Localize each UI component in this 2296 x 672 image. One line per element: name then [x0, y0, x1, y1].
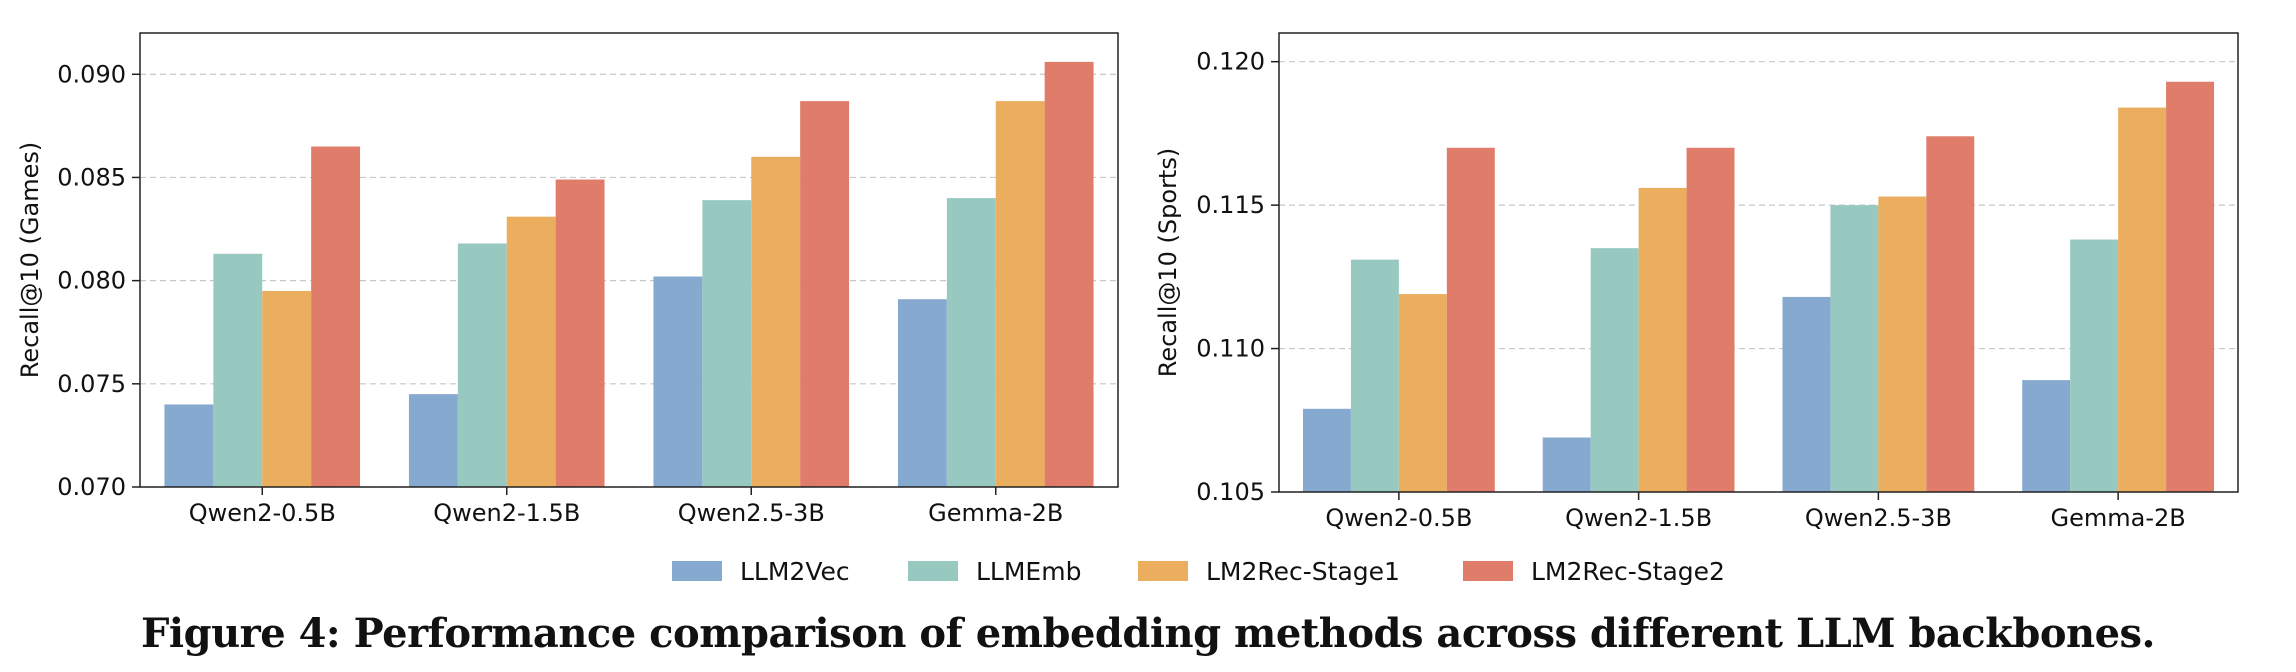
chart-games: 0.070 0.075 0.080 0.085 0.090 Qwen2-0.5B Qwen2… — [16, 32, 1119, 527]
x-tick-label: Gemma-2B — [2051, 504, 2186, 532]
legend-swatch-lm2rec-stage1 — [1138, 561, 1188, 581]
bar-llm2vec-qwen2-0.5b — [164, 404, 214, 487]
bar-llmemb-gemma-2b — [946, 198, 996, 487]
bar-lm2rec-stage2-qwen2.5-3b — [1926, 136, 1975, 492]
legend-swatch-lm2rec-stage2 — [1463, 561, 1513, 581]
chart-sports: 0.105 0.110 0.115 0.120 Qwen2-0.5B Qwen2-1.5B… — [1154, 32, 2239, 532]
x-tick-label: Qwen2.5-3B — [1805, 504, 1952, 532]
y-tick-label: 0.090 — [57, 60, 126, 88]
bar-lm2rec-stage2-qwen2-0.5b — [1446, 147, 1495, 492]
bar-lm2rec-stage2-qwen2.5-3b — [800, 101, 850, 487]
y-tick-label: 0.085 — [57, 163, 126, 191]
legend-swatch-llm2vec — [672, 561, 722, 581]
bar-lm2rec-stage1-qwen2.5-3b — [751, 156, 801, 487]
bar-llm2vec-gemma-2b — [2022, 380, 2071, 492]
x-tick-label: Qwen2-1.5B — [433, 499, 580, 527]
bar-llm2vec-qwen2.5-3b — [653, 276, 703, 487]
bar-llmemb-qwen2.5-3b — [1830, 205, 1879, 492]
plot-frame — [139, 32, 1119, 488]
bar-lm2rec-stage1-qwen2.5-3b — [1878, 196, 1927, 493]
y-tick-label: 0.105 — [1196, 478, 1265, 506]
bar-lm2rec-stage1-gemma-2b — [995, 101, 1045, 487]
legend: LLM2Vec LLMEmb LM2Rec-Stage1 LM2Rec-Stage2 — [672, 557, 1725, 586]
bar-lm2rec-stage2-qwen2-1.5b — [1686, 147, 1735, 492]
bar-llmemb-qwen2-1.5b — [1590, 248, 1639, 492]
bar-lm2rec-stage1-qwen2-1.5b — [506, 216, 556, 487]
bar-llmemb-qwen2.5-3b — [702, 200, 752, 487]
bar-lm2rec-stage2-gemma-2b — [1044, 61, 1094, 488]
x-tick-label: Qwen2-0.5B — [189, 499, 336, 527]
y-tick-label: 0.120 — [1196, 48, 1265, 76]
figure-caption: Figure 4: Performance comparison of embe… — [141, 610, 2155, 657]
x-tick-label: Gemma-2B — [928, 499, 1063, 527]
bar-lm2rec-stage2-qwen2-1.5b — [555, 179, 605, 487]
bar-llmemb-gemma-2b — [2070, 239, 2119, 492]
legend-label-lm2rec-stage2: LM2Rec-Stage2 — [1531, 557, 1725, 586]
y-axis-label: Recall@10 (Games) — [16, 142, 44, 378]
bar-lm2rec-stage1-qwen2-1.5b — [1638, 187, 1687, 492]
bar-llm2vec-qwen2-0.5b — [1302, 408, 1351, 492]
bar-llmemb-qwen2-1.5b — [457, 243, 507, 487]
y-tick-label: 0.080 — [57, 267, 126, 295]
bar-lm2rec-stage1-qwen2-0.5b — [262, 290, 312, 487]
legend-label-llm2vec: LLM2Vec — [740, 557, 850, 586]
x-tick-label: Qwen2-1.5B — [1565, 504, 1712, 532]
y-tick-label: 0.070 — [57, 473, 126, 501]
legend-swatch-llmemb — [908, 561, 958, 581]
bar-llm2vec-qwen2-1.5b — [408, 394, 458, 487]
bar-lm2rec-stage1-qwen2-0.5b — [1398, 294, 1447, 492]
bar-lm2rec-stage1-gemma-2b — [2118, 107, 2167, 493]
bar-lm2rec-stage2-qwen2-0.5b — [311, 146, 361, 487]
legend-label-lm2rec-stage1: LM2Rec-Stage1 — [1206, 557, 1400, 586]
bar-lm2rec-stage2-gemma-2b — [2166, 81, 2215, 493]
y-tick-label: 0.110 — [1196, 335, 1265, 363]
y-tick-label: 0.115 — [1196, 191, 1265, 219]
legend-label-llmemb: LLMEmb — [976, 557, 1081, 586]
plot-frame — [1278, 32, 2239, 493]
x-tick-label: Qwen2.5-3B — [678, 499, 825, 527]
bar-llm2vec-qwen2-1.5b — [1542, 437, 1591, 492]
bar-llm2vec-gemma-2b — [897, 299, 947, 487]
y-axis-label: Recall@10 (Sports) — [1154, 148, 1182, 377]
bar-llmemb-qwen2-0.5b — [213, 253, 263, 487]
bar-llmemb-qwen2-0.5b — [1350, 259, 1399, 492]
x-tick-label: Qwen2-0.5B — [1325, 504, 1472, 532]
y-tick-label: 0.075 — [57, 370, 126, 398]
bar-llm2vec-qwen2.5-3b — [1782, 296, 1831, 492]
